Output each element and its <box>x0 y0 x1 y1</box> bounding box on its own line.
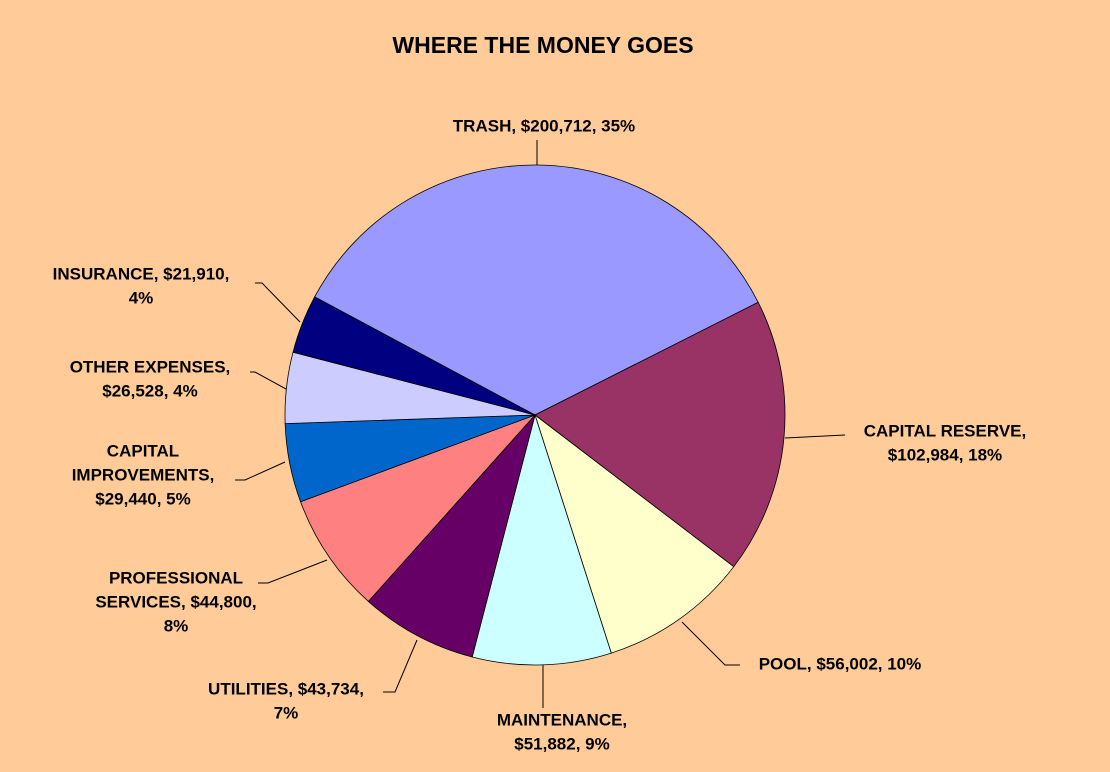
data-label: POOL, $56,002, 10% <box>759 654 922 673</box>
leader-line <box>681 621 740 666</box>
chart-title: WHERE THE MONEY GOES <box>392 32 693 58</box>
leader-line <box>258 559 328 584</box>
data-label: CAPITAL <box>107 441 179 460</box>
leader-line <box>255 282 301 323</box>
data-label: OTHER EXPENSES, <box>70 357 231 376</box>
pie-slice <box>534 413 735 654</box>
data-label: SERVICES, $44,800, <box>95 592 256 611</box>
data-label: $102,984, 18% <box>888 445 1002 464</box>
data-label: MAINTENANCE, <box>497 710 627 729</box>
data-label: 4% <box>129 288 154 307</box>
data-label: TRASH, $200,712, 35% <box>453 116 635 135</box>
leader-line <box>383 639 418 693</box>
data-label: UTILITIES, $43,734, <box>208 679 364 698</box>
data-label: 8% <box>164 616 189 635</box>
data-label: 7% <box>274 703 299 722</box>
leader-line <box>784 434 846 439</box>
data-label: $26,528, 4% <box>102 381 197 400</box>
data-label: $29,440, 5% <box>95 489 190 508</box>
leader-line <box>250 371 287 390</box>
data-label: INSURANCE, $21,910, <box>53 264 230 283</box>
data-label: PROFESSIONAL <box>109 568 243 587</box>
data-label: $51,882, 9% <box>514 734 609 753</box>
data-label: CAPITAL RESERVE, <box>864 421 1026 440</box>
data-label: IMPROVEMENTS, <box>72 465 215 484</box>
pie-slice <box>367 414 536 658</box>
pie-slice <box>292 296 536 416</box>
pie-slice <box>300 414 536 602</box>
pie-slice <box>471 413 612 666</box>
leader-line <box>235 461 286 481</box>
pie-slice <box>534 301 786 568</box>
pie-slice <box>314 164 759 416</box>
